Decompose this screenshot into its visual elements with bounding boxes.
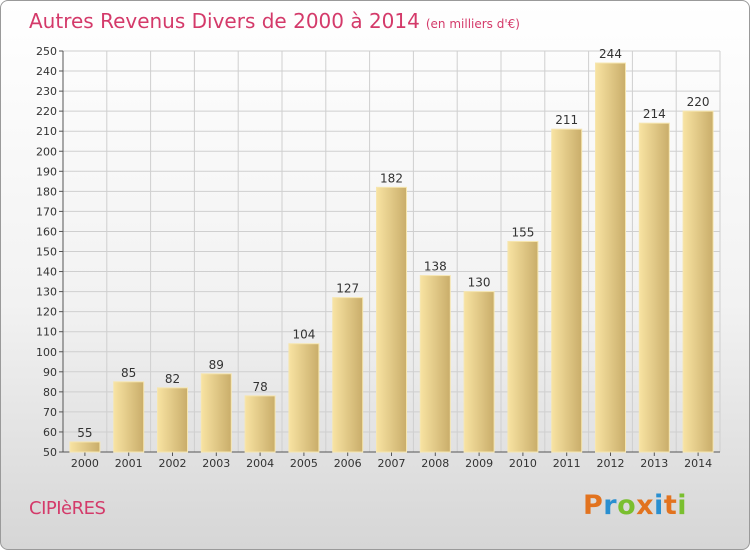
logo-letter: x: [636, 490, 655, 521]
chart-title-text: Autres Revenus Divers de 2000 à 2014: [29, 9, 420, 33]
x-tick-label-2002: 2002: [159, 457, 187, 470]
value-label-2008: 138: [424, 260, 447, 274]
bar-2010: [507, 240, 539, 453]
x-tick-label-2001: 2001: [115, 457, 143, 470]
value-label-2011: 211: [555, 113, 578, 127]
x-tick-label-2004: 2004: [246, 457, 274, 470]
y-tick-label: 200: [36, 145, 57, 158]
x-tick-label-2003: 2003: [202, 457, 230, 470]
y-tick-label: 240: [36, 65, 57, 78]
x-tick-label-2008: 2008: [421, 457, 449, 470]
y-tick-label: 250: [36, 45, 57, 58]
bar-2000: [69, 441, 101, 453]
x-tick-label-2011: 2011: [553, 457, 581, 470]
bar-2002: [157, 387, 188, 453]
bars: [69, 62, 714, 453]
bar-chart: 50 60 70 80 90 100 110 120 130 140 150 160 170 180 190…: [36, 45, 721, 470]
y-tick-label: 180: [36, 185, 57, 198]
y-tick-label: 110: [36, 326, 57, 339]
bar-2004: [244, 395, 276, 453]
y-tick-label: 70: [43, 406, 57, 419]
y-tick-label: 100: [36, 346, 57, 359]
x-tick-label-2012: 2012: [597, 457, 625, 470]
bar-2009: [463, 291, 495, 453]
y-tick-label: 80: [43, 386, 57, 399]
value-label-2006: 127: [336, 282, 359, 296]
y-tick-label: 210: [36, 125, 57, 138]
value-label-2000: 55: [77, 426, 92, 440]
y-tick-label: 90: [43, 366, 57, 379]
value-label-2007: 182: [380, 171, 403, 185]
value-label-2009: 130: [468, 276, 491, 290]
commune-name: CIPIèRES: [29, 498, 106, 519]
y-tick-label: 230: [36, 85, 57, 98]
value-label-2005: 104: [292, 328, 315, 342]
x-tick-label-2005: 2005: [290, 457, 318, 470]
value-label-2013: 214: [643, 107, 666, 121]
y-tick-label: 190: [36, 165, 57, 178]
x-tick-label-2013: 2013: [640, 457, 668, 470]
bar-2003: [200, 373, 232, 453]
value-label-2002: 82: [165, 372, 180, 386]
logo-letter: i: [654, 490, 664, 521]
x-tick-label-2010: 2010: [509, 457, 537, 470]
logo-letter: o: [617, 490, 637, 521]
y-tick-label: 50: [43, 446, 57, 459]
x-tick-label-2007: 2007: [378, 457, 406, 470]
chart-unit: (en milliers d'€): [425, 17, 520, 31]
bar-2012: [595, 62, 626, 453]
logo-letter: P: [582, 490, 604, 521]
y-tick-label: 120: [36, 306, 57, 319]
bar-2014: [682, 110, 714, 453]
value-label-2004: 78: [252, 380, 267, 394]
labels: 50 60 70 80 90 100 110 120 130 140 150 160 170 180 190…: [36, 45, 712, 470]
logo-letter: i: [677, 490, 687, 521]
bar-2007: [376, 186, 407, 453]
bar-2001: [113, 381, 145, 453]
y-tick-label: 150: [36, 246, 57, 259]
y-tick-label: 220: [36, 105, 57, 118]
proxiti-logo[interactable]: Proxiti: [583, 490, 687, 521]
bar-2008: [419, 275, 451, 453]
y-tick-label: 140: [36, 266, 57, 279]
value-label-2012: 244: [599, 47, 622, 61]
y-tick-label: 130: [36, 286, 57, 299]
x-tick-label-2014: 2014: [684, 457, 712, 470]
x-tick-label-2000: 2000: [71, 457, 99, 470]
y-tick-label: 160: [36, 225, 57, 238]
bar-2005: [288, 343, 320, 453]
x-tick-label-2006: 2006: [334, 457, 362, 470]
value-label-2003: 89: [209, 358, 224, 372]
bar-2013: [638, 122, 670, 453]
chart-title: Autres Revenus Divers de 2000 à 2014 (en …: [29, 9, 520, 33]
value-label-2014: 220: [687, 95, 710, 109]
bar-2006: [332, 297, 364, 453]
x-tick-label-2009: 2009: [465, 457, 493, 470]
value-label-2001: 85: [121, 366, 136, 380]
y-tick-label: 60: [43, 426, 57, 439]
bar-2011: [551, 128, 583, 453]
logo-letter: r: [603, 490, 618, 521]
value-label-2010: 155: [511, 225, 534, 239]
y-tick-label: 170: [36, 205, 57, 218]
logo-letter: t: [663, 490, 678, 521]
